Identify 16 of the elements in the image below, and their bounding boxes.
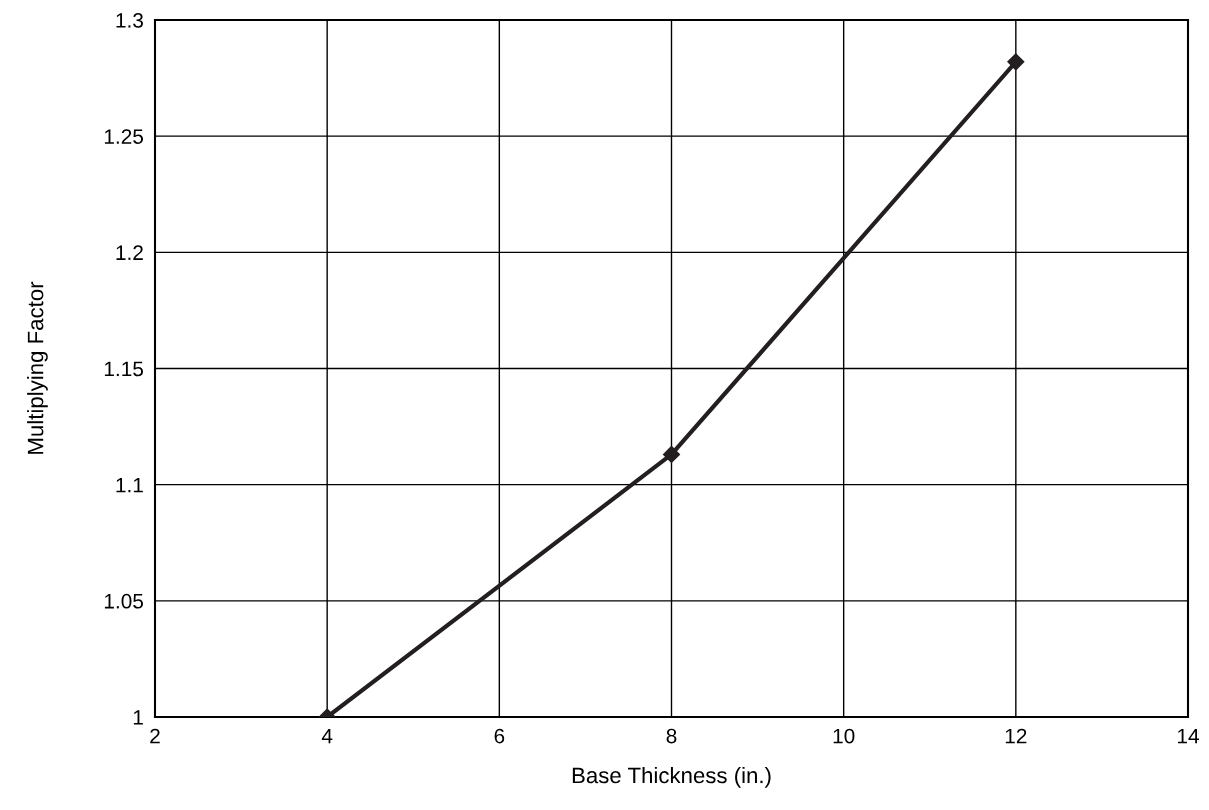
y-tick-label: 1.1 xyxy=(116,477,143,493)
x-axis-title: Base Thickness (in.) xyxy=(572,766,771,788)
x-tick-label: 14 xyxy=(1178,728,1199,744)
y-axis-title: Multiplying Factor xyxy=(27,281,48,454)
y-tick-label: 1.2 xyxy=(116,245,143,260)
x-tick-label: 8 xyxy=(666,728,677,744)
x-tick-label: 4 xyxy=(321,728,333,744)
y-tick-label: 1.05 xyxy=(104,593,144,609)
y-tick-label: 1.15 xyxy=(104,361,144,377)
y-tick-label: 1 xyxy=(133,710,143,725)
x-tick-label: 10 xyxy=(833,728,855,744)
x-tick-label: 12 xyxy=(1005,728,1027,744)
y-tick-label: 1.3 xyxy=(116,13,143,28)
x-tick-label: 2 xyxy=(150,728,160,744)
x-tick-label: 6 xyxy=(494,728,505,744)
y-tick-label: 1.25 xyxy=(104,129,144,144)
